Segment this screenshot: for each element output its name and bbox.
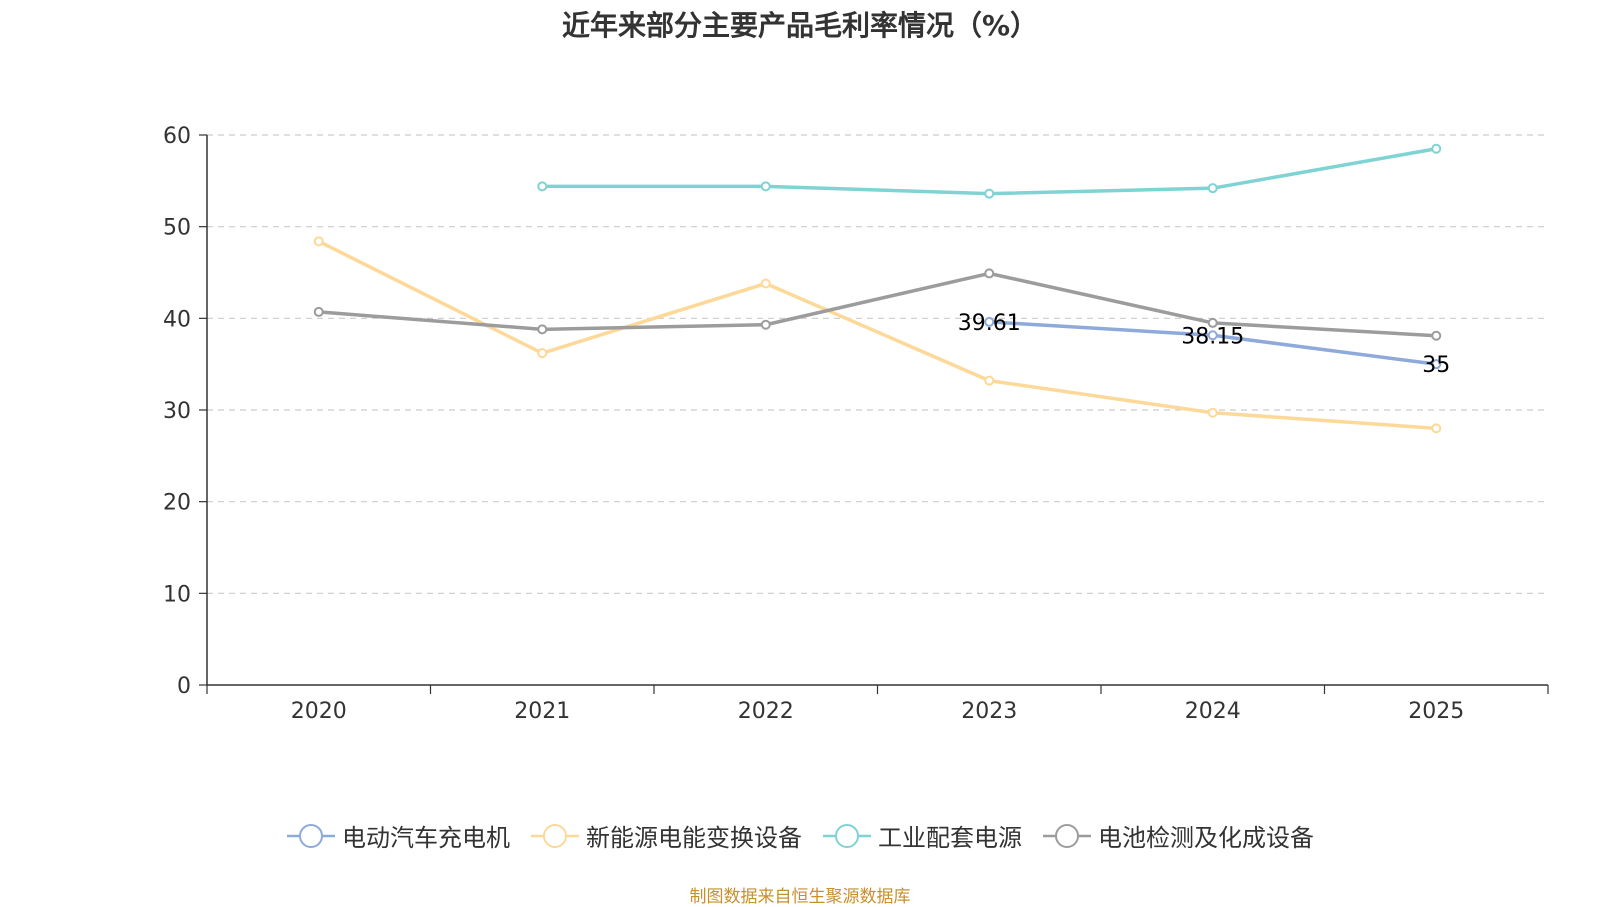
data-point	[537, 324, 548, 335]
y-tick-label: 20	[163, 491, 191, 516]
data-point	[1207, 330, 1218, 341]
data-point	[984, 268, 995, 279]
legend-label: 工业配套电源	[878, 824, 1022, 852]
y-tick-label: 50	[163, 216, 191, 241]
legend-item[interactable]: 工业配套电源	[822, 818, 1022, 853]
data-label: 39.61	[958, 311, 1021, 336]
series-line-3	[318, 271, 1437, 338]
chart-title: 近年来部分主要产品毛利率情况（%）	[561, 9, 1039, 42]
y-tick-label: 60	[163, 124, 191, 149]
legend-label: 新能源电能变换设备	[586, 824, 802, 852]
legend: 电动汽车充电机 新能源电能变换设备 工业配套电源 电池检测及化成设备	[0, 818, 1600, 853]
y-tick-label: 30	[163, 399, 191, 424]
y-tick-label: 10	[163, 582, 191, 607]
data-point	[1431, 143, 1442, 154]
data-point	[760, 278, 771, 289]
data-point	[313, 236, 324, 247]
data-point	[537, 181, 548, 192]
legend-item[interactable]: 新能源电能变换设备	[530, 818, 802, 853]
legend-label: 电池检测及化成设备	[1098, 824, 1314, 852]
data-label: 35	[1422, 353, 1450, 378]
x-tick-label: 2023	[961, 699, 1017, 724]
legend-item[interactable]: 电动汽车充电机	[286, 818, 510, 853]
legend-item[interactable]: 电池检测及化成设备	[1042, 818, 1314, 853]
series-lines	[313, 143, 1442, 434]
x-tick-label: 2022	[738, 699, 794, 724]
legend-marker-icon	[1043, 823, 1091, 848]
axes: 0 10 20 30 40 50 60 2020 2021 2022 2023 2024 2025	[163, 124, 1549, 724]
data-point	[760, 181, 771, 192]
data-point	[1431, 423, 1442, 434]
y-tick-label: 40	[163, 307, 191, 332]
source-note: 制图数据来自恒生聚源数据库	[689, 887, 911, 907]
data-point	[1431, 330, 1442, 341]
legend-marker-icon	[823, 823, 871, 848]
data-point	[1207, 317, 1218, 328]
x-tick-label: 2025	[1408, 699, 1464, 724]
legend-marker-icon	[531, 823, 579, 848]
series-line-1	[317, 239, 1437, 431]
legend-label: 电动汽车充电机	[342, 824, 510, 852]
data-point	[1207, 183, 1218, 194]
legend-marker-icon	[287, 823, 335, 848]
series-line-2	[542, 147, 1437, 196]
x-tick-label: 2021	[514, 699, 570, 724]
data-point	[1431, 359, 1442, 370]
data-point	[760, 319, 771, 330]
y-tick-label: 0	[177, 674, 191, 699]
data-point	[984, 316, 995, 327]
data-point	[537, 348, 548, 359]
data-point	[1207, 407, 1218, 418]
x-tick-label: 2020	[291, 699, 347, 724]
data-point	[984, 188, 995, 199]
data-labels: 39.61 38.15 35	[958, 311, 1450, 378]
data-point	[984, 375, 995, 386]
data-label: 38.15	[1181, 324, 1244, 349]
x-tick-label: 2024	[1185, 699, 1241, 724]
data-point	[313, 306, 324, 317]
grid-lines	[207, 134, 1548, 594]
